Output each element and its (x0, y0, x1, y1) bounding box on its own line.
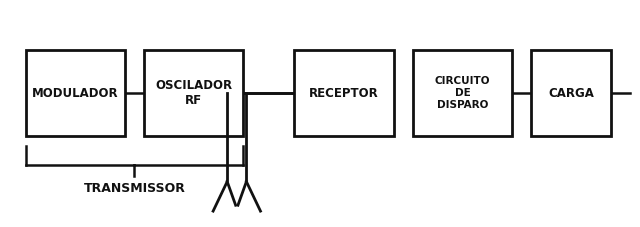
Text: CARGA: CARGA (548, 86, 594, 100)
FancyBboxPatch shape (144, 50, 243, 136)
Text: CIRCUITO
DE
DISPARO: CIRCUITO DE DISPARO (435, 76, 490, 110)
FancyBboxPatch shape (531, 50, 611, 136)
FancyBboxPatch shape (413, 50, 512, 136)
Text: RECEPTOR: RECEPTOR (309, 86, 379, 100)
Text: TRANSMISSOR: TRANSMISSOR (83, 182, 186, 195)
Text: OSCILADOR
RF: OSCILADOR RF (155, 79, 232, 107)
Text: MODULADOR: MODULADOR (32, 86, 118, 100)
FancyBboxPatch shape (26, 50, 125, 136)
FancyBboxPatch shape (294, 50, 394, 136)
